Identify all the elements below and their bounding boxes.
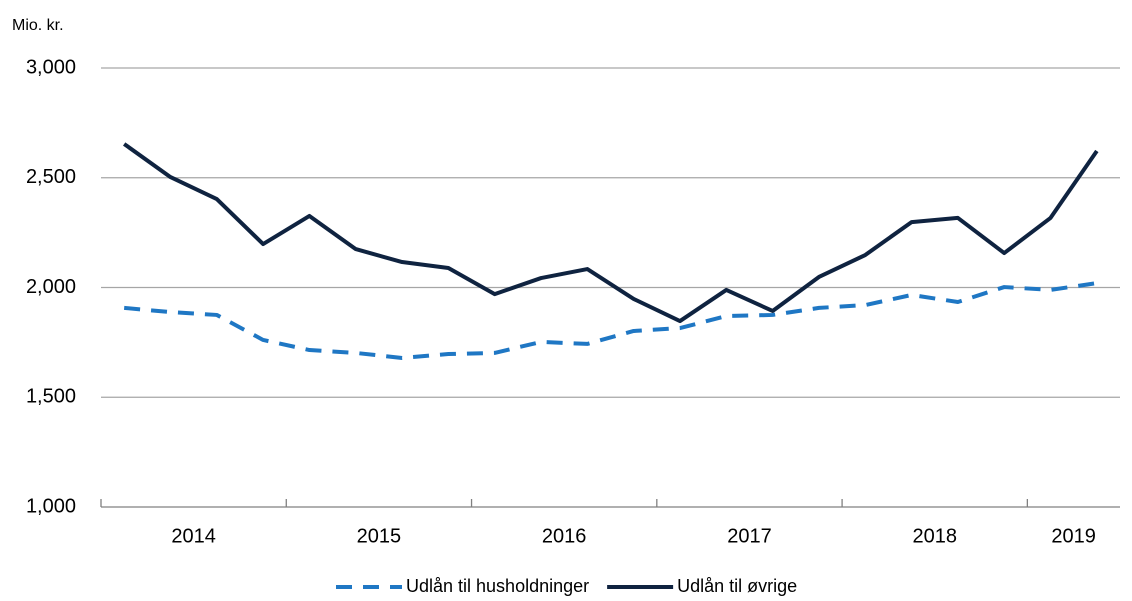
data-line — [122, 142, 1099, 324]
y-tick-label: 3,000 — [26, 56, 76, 78]
x-tick-label: 2016 — [542, 525, 587, 547]
y-tick-label: 2,000 — [26, 276, 76, 298]
x-tick-label: 2019 — [1051, 525, 1096, 547]
y-unit-label: Mio. kr. — [12, 17, 64, 34]
x-tick-label: 2015 — [357, 525, 402, 547]
legend-label: Udlån til øvrige — [677, 576, 797, 596]
y-tick-label: 1,000 — [26, 495, 76, 517]
legend-label: Udlån til husholdninger — [406, 576, 589, 596]
y-tick-label: 1,500 — [26, 386, 76, 408]
x-tick-label: 2018 — [912, 525, 957, 547]
x-tick-label: 2017 — [727, 525, 772, 547]
y-tick-label: 2,500 — [26, 166, 76, 188]
data-line — [123, 281, 1098, 360]
x-tick-label: 2014 — [171, 525, 216, 547]
